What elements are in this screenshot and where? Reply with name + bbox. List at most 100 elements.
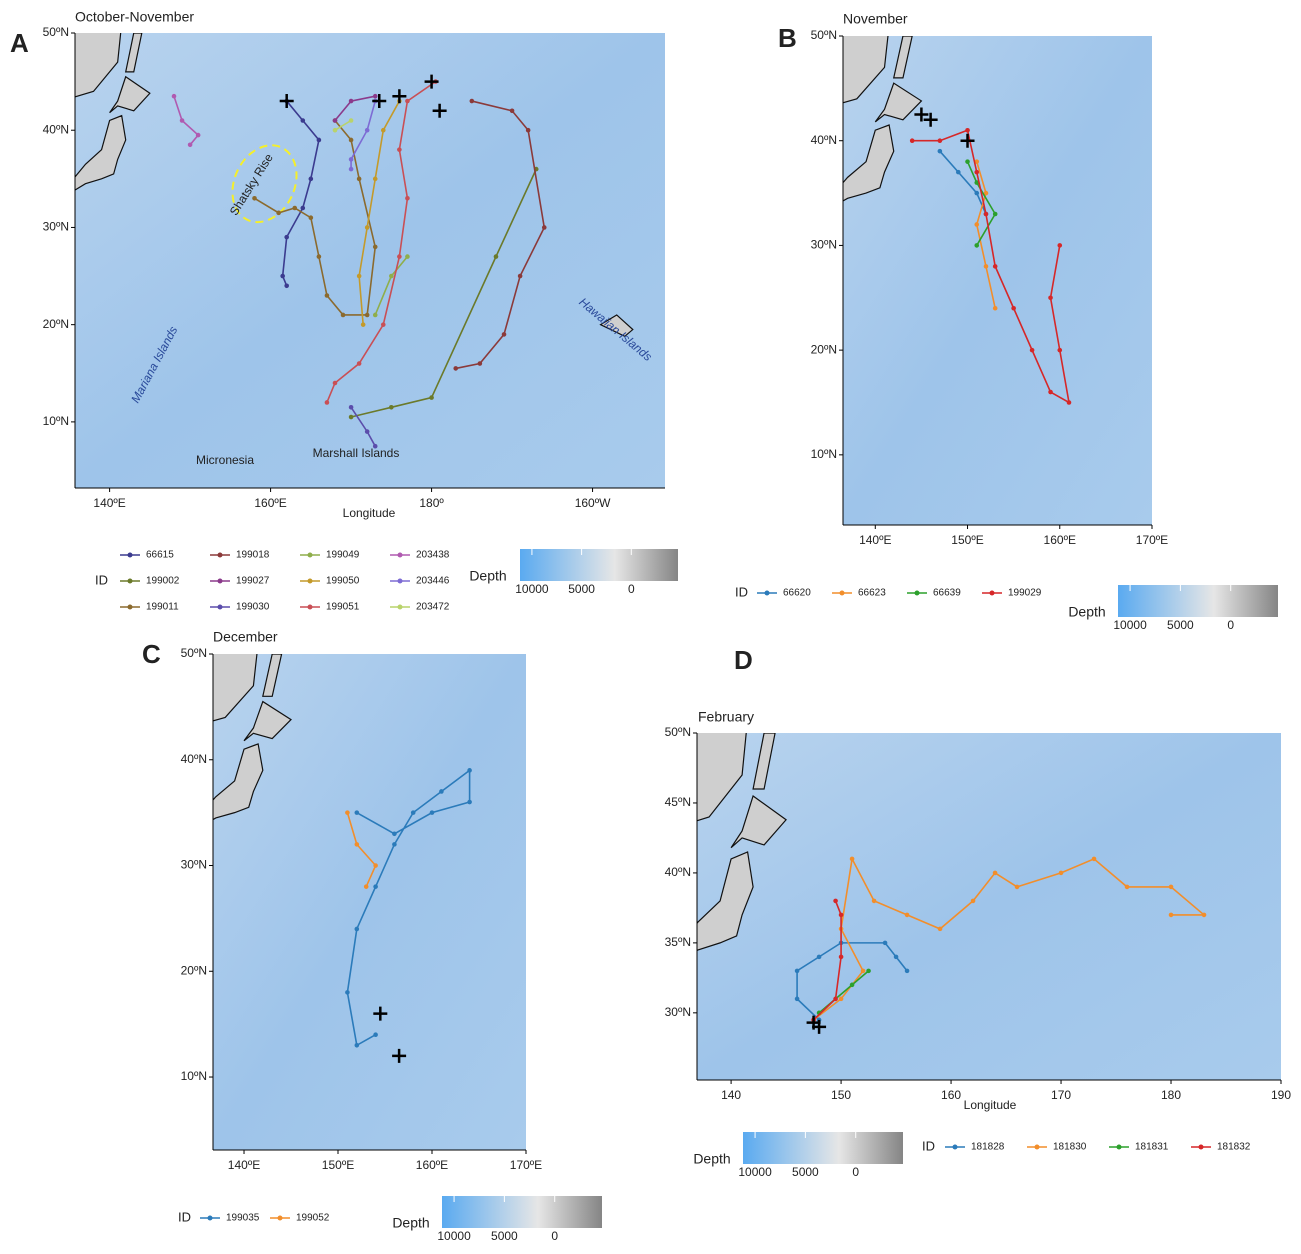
track-point (1030, 348, 1035, 353)
track-point (872, 899, 877, 904)
x-tick-label: 180º (419, 496, 444, 510)
legend-dot (1117, 1145, 1122, 1150)
track-point (1048, 390, 1053, 395)
land (896, 621, 984, 719)
legend-dot (218, 605, 223, 610)
x-tick-label: 150 (831, 1088, 851, 1102)
track-point (795, 997, 800, 1002)
x-tick-label: 180 (1161, 1088, 1181, 1102)
legend-label: 199027 (236, 576, 270, 587)
depth-tick-label: 5000 (491, 1229, 518, 1243)
y-tick-label: 35ºN (665, 935, 691, 949)
legend-dot (1035, 1145, 1040, 1150)
track-point (300, 118, 305, 123)
panel-title: October-November (75, 9, 194, 25)
depth-tick-label: 5000 (1167, 618, 1194, 632)
legend-label: 66623 (858, 588, 886, 599)
legend-label: 199050 (326, 576, 360, 587)
track-point (833, 997, 838, 1002)
track-point (325, 293, 330, 298)
track-point (349, 99, 354, 104)
track-point (430, 810, 435, 815)
track-point (365, 429, 370, 434)
track-point (984, 212, 989, 217)
depth-tick-label: 10000 (738, 1165, 772, 1179)
y-tick-label: 20ºN (811, 342, 837, 356)
y-tick-label: 45ºN (665, 795, 691, 809)
x-tick-label: 160ºE (1044, 533, 1076, 547)
track-point (1048, 295, 1053, 300)
track-point (993, 212, 998, 217)
legend-label: 66615 (146, 550, 174, 561)
track-point (317, 138, 322, 143)
track-point (188, 143, 193, 148)
panel-letter: B (778, 23, 797, 53)
track-point (172, 94, 177, 99)
y-tick-label: 50ºN (665, 725, 691, 739)
track-point (938, 927, 943, 932)
legend-label: 203438 (416, 550, 450, 561)
y-tick-label: 50ºN (181, 646, 207, 660)
x-tick-label: 150ºE (322, 1158, 354, 1172)
legend-dot (128, 553, 133, 558)
panel-letter: C (142, 639, 161, 669)
track-point (373, 177, 378, 182)
y-tick-label: 30ºN (43, 220, 69, 234)
track-point (345, 990, 350, 995)
track-point (364, 884, 369, 889)
y-tick-label: 40ºN (811, 133, 837, 147)
track-point (365, 225, 370, 230)
track-point (405, 254, 410, 259)
track-point (373, 1032, 378, 1037)
track-point (357, 361, 362, 366)
depth-tick-label: 0 (852, 1165, 859, 1179)
x-tick-label: 140ºE (93, 496, 125, 510)
depth-colorbar (743, 1132, 903, 1164)
legend-label: 66639 (933, 588, 961, 599)
x-tick-label: 150ºE (951, 533, 983, 547)
legend-label: 199051 (326, 602, 360, 613)
depth-tick-label: 0 (1227, 618, 1234, 632)
legend-dot (208, 1216, 213, 1221)
track-point (850, 857, 855, 862)
track-point (365, 313, 370, 318)
track-point (938, 138, 943, 143)
track-point (1202, 913, 1207, 918)
x-axis-label: Longitude (964, 1098, 1017, 1112)
track-point (429, 395, 434, 400)
track-point (317, 254, 322, 259)
depth-colorbar (520, 549, 678, 581)
track-point (965, 159, 970, 164)
legend-label: 181828 (971, 1142, 1005, 1153)
map-area (691, 0, 1301, 525)
track-point (411, 810, 416, 815)
track-point (389, 274, 394, 279)
depth-colorbar (442, 1196, 602, 1228)
track-point (974, 191, 979, 196)
y-tick-label: 50ºN (43, 25, 69, 39)
track-point (365, 128, 370, 133)
track-point (439, 789, 444, 794)
track-point (309, 177, 314, 182)
legend-title: ID (735, 584, 748, 599)
track-point (349, 405, 354, 410)
track-point (1059, 871, 1064, 876)
track-point (349, 167, 354, 172)
track-point (357, 177, 362, 182)
track-point (355, 927, 360, 932)
legend-dot (398, 579, 403, 584)
legend-label: 199052 (296, 1213, 330, 1224)
map-annotation: Marshall Islands (313, 446, 400, 460)
legend-label: 199029 (1008, 588, 1042, 599)
track-point (405, 196, 410, 201)
x-tick-label: 140 (721, 1088, 741, 1102)
track-point (866, 969, 871, 974)
x-tick-label: 160ºE (254, 496, 286, 510)
x-tick-label: 190 (1271, 1088, 1291, 1102)
map-annotation: Micronesia (196, 453, 254, 467)
panel: DFebruary14015016017018019030ºN35ºN40ºN4… (511, 621, 1301, 1179)
depth-tick-label: 5000 (792, 1165, 819, 1179)
legend-label: 199002 (146, 576, 180, 587)
track-point (542, 225, 547, 230)
legend-label: 199018 (236, 550, 270, 561)
